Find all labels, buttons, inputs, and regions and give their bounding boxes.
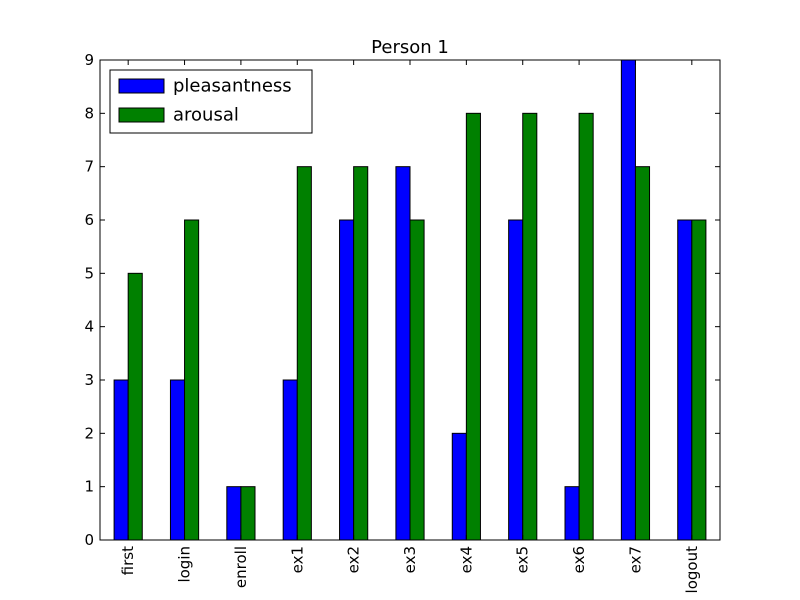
legend-label-arousal: arousal [173, 105, 239, 126]
x-tick-label-ex1: ex1 [288, 546, 306, 573]
bar-arousal-ex6 [578, 112, 594, 541]
y-tick-label: 8 [84, 104, 94, 122]
y-tick-label: 3 [84, 371, 94, 389]
bar-arousal-ex4 [465, 112, 481, 541]
x-tick-label-logout: logout [683, 546, 701, 594]
bar-pleasantness-logout [677, 219, 693, 541]
x-tick-label-first: first [119, 546, 137, 575]
y-tick-label: 9 [84, 51, 94, 69]
x-tick-label-ex2: ex2 [345, 546, 363, 573]
x-tick-label-login: login [176, 546, 194, 583]
bar-arousal-login [184, 219, 200, 541]
legend: pleasantness arousal [109, 69, 313, 134]
legend-label-pleasantness: pleasantness [173, 76, 292, 97]
y-tick-label: 2 [84, 424, 94, 442]
bar-arousal-ex2 [353, 166, 369, 541]
bar-pleasantness-login [169, 379, 186, 541]
bar-pleasantness-ex5 [508, 219, 524, 541]
x-tick-label-ex4: ex4 [457, 546, 475, 573]
bar-arousal-ex3 [409, 219, 425, 541]
y-tick-label: 6 [84, 211, 94, 229]
bar-pleasantness-enroll [226, 486, 242, 541]
x-tick-label-ex7: ex7 [626, 546, 644, 573]
legend-swatch-arousal [118, 107, 165, 123]
bar-arousal-ex1 [296, 166, 312, 541]
x-tick-label-ex5: ex5 [514, 546, 532, 573]
y-tick-label: 4 [84, 318, 94, 336]
bar-arousal-enroll [240, 486, 256, 541]
legend-swatch-pleasantness [118, 78, 165, 94]
bar-pleasantness-ex7 [620, 59, 636, 541]
bar-pleasantness-ex2 [339, 219, 355, 541]
tick-group: 0 1 2 3 4 5 6 7 8 9 first login enroll ex1 ex2 ex3 ex4 ex… [84, 51, 720, 593]
y-tick-label: 5 [84, 264, 94, 282]
chart-title: Person 1 [371, 37, 449, 58]
x-tick-label-ex3: ex3 [401, 546, 419, 573]
bar-arousal-logout [691, 219, 707, 541]
bar-arousal-first [127, 272, 143, 541]
bar-group [113, 59, 707, 541]
bar-pleasantness-first [113, 379, 129, 541]
x-tick-label-ex6: ex6 [570, 546, 588, 573]
bar-arousal-ex7 [634, 166, 651, 541]
bar-pleasantness-ex6 [564, 486, 580, 541]
bar-pleasantness-ex1 [282, 379, 298, 541]
y-tick-label: 7 [84, 158, 94, 176]
y-tick-label: 1 [84, 478, 94, 496]
x-tick-label-enroll: enroll [232, 546, 250, 588]
bar-pleasantness-ex4 [451, 432, 467, 541]
y-tick-label: 0 [84, 531, 94, 549]
bar-arousal-ex5 [522, 112, 538, 541]
bar-pleasantness-ex3 [395, 166, 411, 541]
